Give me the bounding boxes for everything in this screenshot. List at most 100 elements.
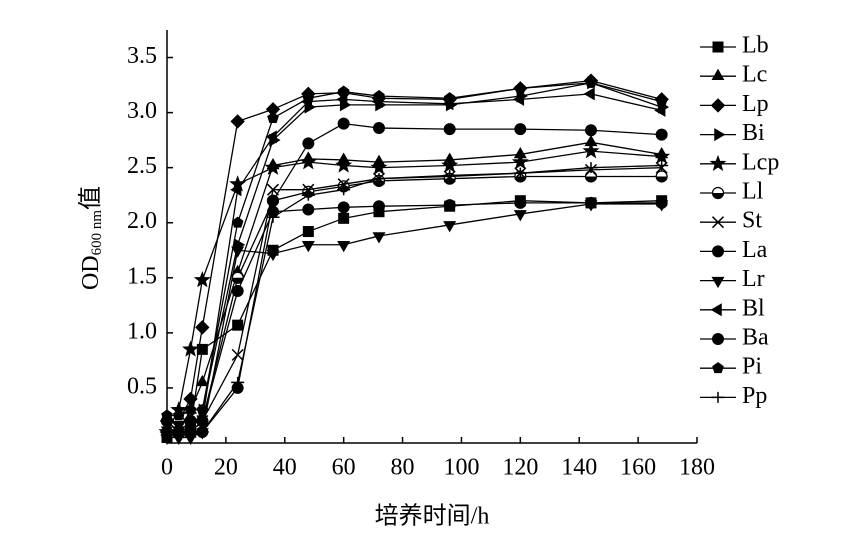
x-tick-label: 140: [561, 455, 597, 481]
marker: [195, 374, 209, 387]
legend-marker: [710, 98, 726, 113]
marker: [514, 82, 527, 94]
marker: [194, 414, 207, 428]
marker-half: [656, 176, 668, 182]
legend-label: Pi: [742, 354, 762, 380]
marker: [302, 137, 315, 150]
y-tick-label: 2.5: [127, 153, 157, 179]
y-tick-label: 2.0: [127, 208, 157, 234]
marker: [655, 128, 668, 141]
marker: [373, 89, 385, 102]
marker: [337, 184, 351, 196]
marker: [182, 340, 200, 357]
marker: [231, 216, 244, 228]
marker: [655, 200, 669, 212]
y-label-suffix: 值: [77, 186, 104, 210]
x-tick-label: 160: [620, 455, 656, 481]
marker: [172, 426, 186, 438]
y-label-sub: 600 nm: [89, 210, 105, 256]
x-tick-label: 80: [391, 455, 415, 481]
marker: [267, 194, 279, 207]
marker: [196, 403, 209, 415]
marker: [441, 156, 459, 173]
x-tick-label: 20: [214, 455, 238, 481]
x-tick-label: 40: [273, 455, 297, 481]
marker: [443, 92, 456, 104]
legend-marker: [712, 333, 724, 345]
marker: [231, 246, 245, 258]
marker: [231, 285, 244, 298]
marker-half: [232, 277, 244, 284]
marker: [443, 221, 457, 233]
y-tick-label: 3.0: [127, 98, 157, 124]
marker: [195, 320, 210, 335]
marker: [230, 183, 242, 197]
marker: [654, 103, 666, 117]
x-tick-label: 120: [502, 455, 538, 481]
marker: [585, 76, 597, 88]
marker: [655, 95, 668, 107]
legend-label: Lcp: [742, 149, 779, 175]
marker-half: [514, 176, 526, 182]
marker: [193, 271, 211, 288]
marker: [302, 92, 315, 104]
legend-label: La: [742, 237, 768, 263]
marker: [302, 203, 315, 216]
marker: [512, 92, 525, 106]
marker: [337, 85, 350, 97]
legend-marker: [712, 362, 724, 374]
marker-half: [585, 176, 597, 182]
y-tick-label: 1.0: [127, 318, 157, 344]
legend-marker: [711, 186, 725, 200]
marker: [337, 201, 350, 214]
marker: [514, 196, 527, 209]
marker: [266, 183, 280, 196]
marker: [337, 117, 350, 130]
marker: [511, 153, 529, 170]
x-tick-label: 180: [679, 455, 715, 481]
marker: [582, 142, 600, 159]
marker: [184, 414, 197, 427]
marker: [585, 124, 597, 137]
x-tick-label: 60: [332, 455, 356, 481]
legend-marker: [711, 391, 725, 403]
marker: [335, 156, 353, 173]
marker: [264, 158, 282, 175]
marker: [443, 199, 456, 212]
marker: [161, 409, 173, 421]
marker: [184, 403, 197, 415]
marker: [160, 426, 174, 438]
legend-label: Pp: [742, 383, 767, 409]
legend-label: St: [742, 208, 762, 234]
marker: [655, 159, 669, 171]
marker: [265, 130, 277, 144]
legend-marker: [711, 276, 725, 289]
y-label-main: OD: [78, 255, 104, 290]
legend-marker: [711, 216, 725, 229]
marker: [196, 343, 208, 355]
marker: [266, 249, 280, 262]
marker: [195, 426, 209, 438]
marker: [337, 241, 351, 253]
legend-marker: [712, 41, 724, 53]
marker: [231, 271, 244, 284]
marker: [302, 226, 314, 238]
marker: [231, 376, 245, 388]
marker: [184, 426, 198, 438]
y-tick-label: 0.5: [127, 373, 157, 399]
legend-label: Ll: [742, 179, 764, 205]
y-tick-label: 3.5: [127, 43, 157, 69]
legend-label: Lr: [742, 266, 765, 292]
marker: [373, 122, 385, 135]
marker: [266, 211, 280, 223]
marker: [301, 189, 315, 201]
legend-label: Bl: [742, 295, 765, 321]
legend-label: Bi: [742, 120, 765, 146]
marker: [513, 210, 527, 222]
marker: [513, 167, 527, 179]
marker: [338, 212, 350, 224]
marker: [230, 114, 245, 129]
marker: [267, 111, 279, 124]
